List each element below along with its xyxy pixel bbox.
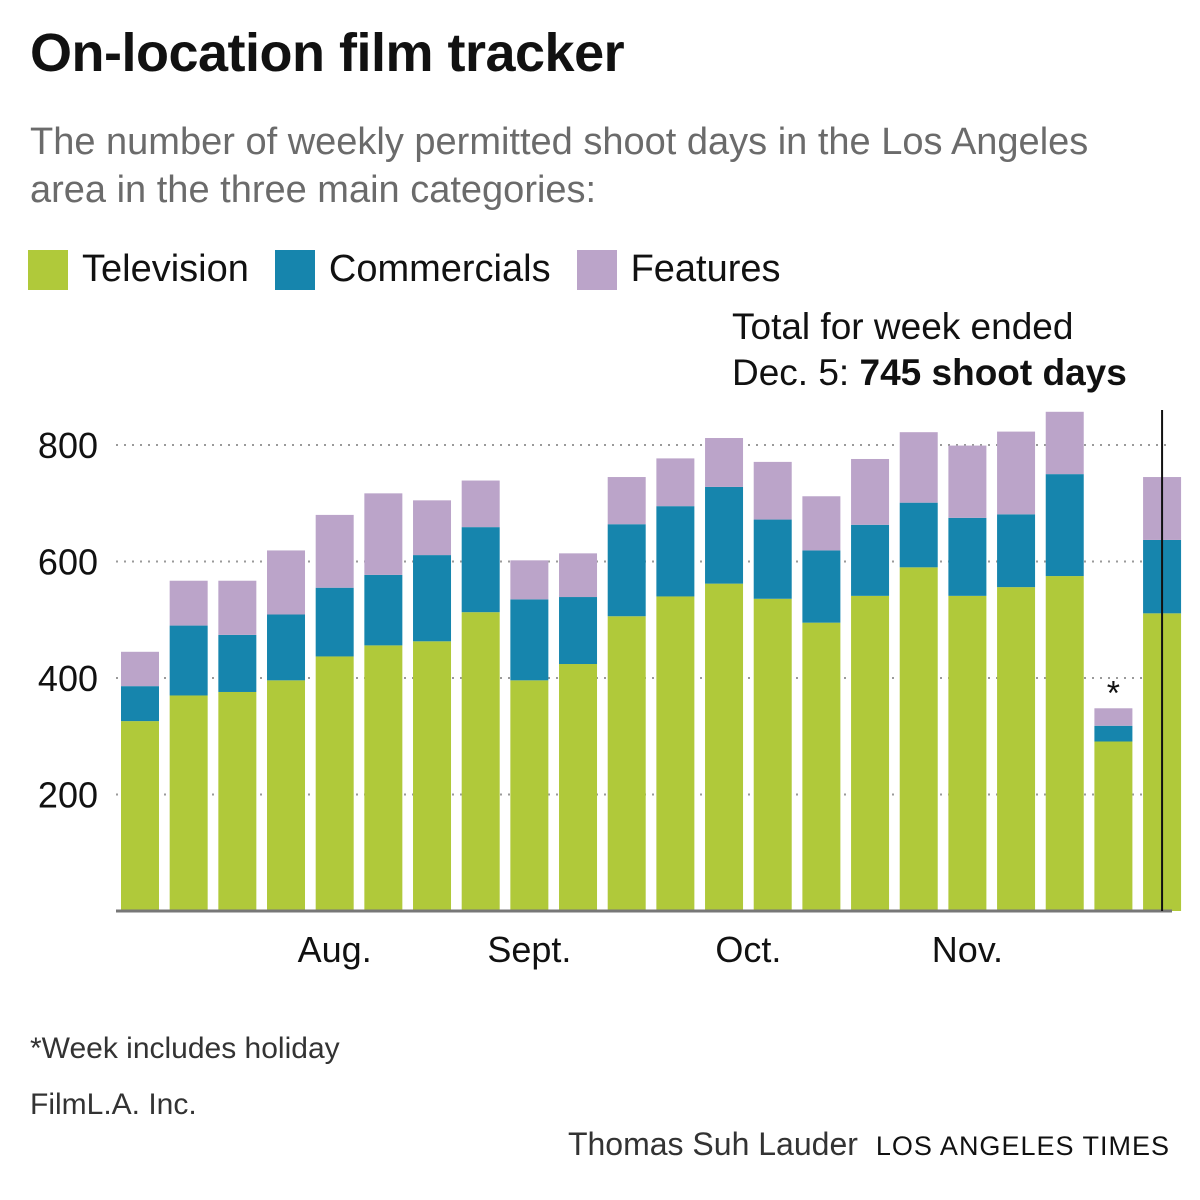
- bar-television-5: [364, 645, 402, 911]
- bar-commercials-11: [656, 506, 694, 596]
- bar-features-10: [608, 477, 646, 524]
- bar-television-3: [267, 680, 305, 911]
- bar-commercials-18: [997, 514, 1035, 587]
- bar-television-9: [559, 664, 597, 911]
- y-tick-label-600: 600: [38, 542, 98, 583]
- bar-features-16: [900, 432, 938, 502]
- stacked-bar-chart: 200 400 600 800 Aug. Sept. Oct. Nov. *: [0, 0, 1200, 1200]
- source-note: FilmL.A. Inc.: [30, 1088, 197, 1122]
- bar-features-3: [267, 550, 305, 614]
- bar-commercials-12: [705, 487, 743, 584]
- bar-television-1: [170, 695, 208, 911]
- bar-features-14: [802, 496, 840, 550]
- bar-features-5: [364, 493, 402, 575]
- bar-commercials-14: [802, 550, 840, 622]
- holiday-marker: *: [1107, 674, 1120, 712]
- bar-commercials-19: [1046, 474, 1084, 576]
- bar-features-11: [656, 458, 694, 506]
- bar-television-17: [948, 596, 986, 911]
- bar-commercials-6: [413, 555, 451, 641]
- bar-television-14: [802, 623, 840, 911]
- bar-television-13: [754, 599, 792, 911]
- bar-commercials-20: [1094, 726, 1132, 742]
- bar-commercials-10: [608, 524, 646, 616]
- bar-television-11: [656, 596, 694, 911]
- bar-commercials-8: [510, 599, 548, 680]
- y-tick-label-800: 800: [38, 425, 98, 466]
- bar-commercials-17: [948, 518, 986, 596]
- bar-commercials-9: [559, 597, 597, 664]
- bar-television-4: [316, 656, 354, 911]
- bar-commercials-2: [218, 635, 256, 692]
- bar-television-10: [608, 616, 646, 911]
- bar-television-20: [1094, 741, 1132, 911]
- bar-features-6: [413, 500, 451, 555]
- bar-commercials-4: [316, 588, 354, 657]
- bar-features-12: [705, 438, 743, 487]
- bar-television-7: [462, 612, 500, 911]
- bar-television-6: [413, 641, 451, 911]
- x-month-label-sept: Sept.: [487, 929, 571, 970]
- bar-television-19: [1046, 576, 1084, 911]
- bar-television-18: [997, 587, 1035, 911]
- credit-line: Thomas Suh Lauder LOS ANGELES TIMES: [568, 1126, 1170, 1163]
- bar-features-17: [948, 446, 986, 518]
- y-tick-label-400: 400: [38, 658, 98, 699]
- bar-commercials-3: [267, 615, 305, 681]
- bar-features-1: [170, 581, 208, 626]
- bar-features-7: [462, 481, 500, 528]
- bar-television-0: [121, 721, 159, 911]
- bar-commercials-16: [900, 503, 938, 568]
- y-tick-label-200: 200: [38, 775, 98, 816]
- x-month-label-nov: Nov.: [932, 929, 1003, 970]
- x-month-label-aug: Aug.: [298, 929, 372, 970]
- credit-author: Thomas Suh Lauder: [568, 1126, 858, 1163]
- bar-commercials-5: [364, 575, 402, 645]
- x-month-label-oct: Oct.: [715, 929, 781, 970]
- bar-television-2: [218, 692, 256, 911]
- bar-features-4: [316, 515, 354, 588]
- bar-features-2: [218, 581, 256, 635]
- bar-features-8: [510, 560, 548, 599]
- bar-features-9: [559, 553, 597, 597]
- bar-commercials-13: [754, 520, 792, 599]
- bar-television-16: [900, 567, 938, 911]
- bar-features-0: [121, 652, 159, 686]
- bar-television-15: [851, 596, 889, 911]
- bar-features-18: [997, 432, 1035, 515]
- bar-commercials-7: [462, 527, 500, 612]
- bar-features-13: [754, 462, 792, 520]
- bar-features-15: [851, 459, 889, 525]
- bar-television-12: [705, 584, 743, 911]
- bar-television-8: [510, 680, 548, 911]
- bar-commercials-0: [121, 686, 159, 721]
- bar-commercials-1: [170, 626, 208, 696]
- credit-publication: LOS ANGELES TIMES: [876, 1131, 1170, 1162]
- footnote: *Week includes holiday: [30, 1032, 340, 1066]
- bar-features-19: [1046, 412, 1084, 474]
- bar-commercials-15: [851, 525, 889, 596]
